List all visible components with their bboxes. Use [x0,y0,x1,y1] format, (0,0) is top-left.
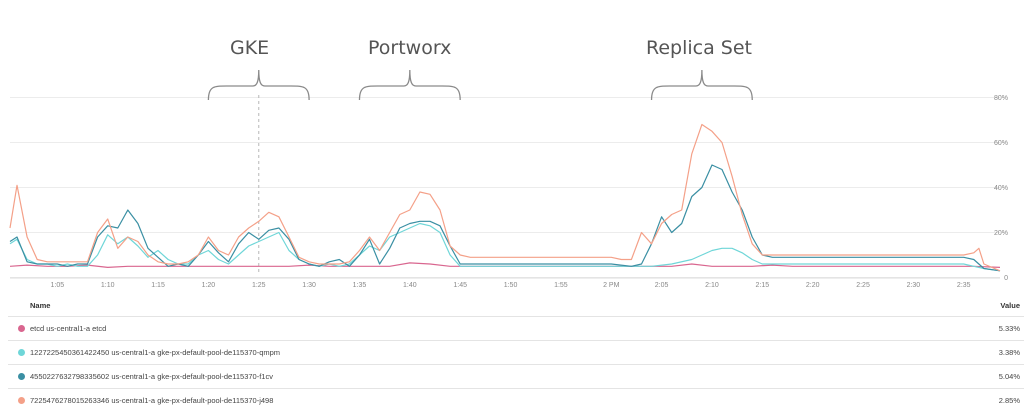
x-tick-label: 1:20 [202,282,216,289]
y-axis-ticks: 0 20% 40% 60% 80% [994,95,1008,282]
legend-series-name: 1227225450361422450 us-central1-a gke-px… [30,348,281,357]
legend-value-header: Value [1000,301,1020,310]
legend-series-value: 5.04% [998,372,1020,381]
x-tick-label: 1:50 [504,282,518,289]
x-tick-label: 2:10 [705,282,719,289]
legend-series-name: 4550227632798335602 us-central1-a gke-px… [30,372,273,381]
x-tick-label: 2:25 [856,282,870,289]
x-tick-label: 2:05 [655,282,669,289]
annotation-bracket [358,69,461,101]
x-tick-label: 2:20 [806,282,820,289]
annotation-brackets [207,69,753,101]
legend-name-header: Name [30,301,51,310]
y-tick-label: 40% [994,185,1008,192]
x-tick-label: 1:25 [252,282,266,289]
x-tick-label: 1:15 [151,282,165,289]
legend-row[interactable]: 7225476278015263346 us-central1-a gke-px… [8,388,1024,412]
legend-row[interactable]: etcd us-central1-a etcd 5.33% [8,316,1024,340]
annotation-gke: GKE [230,37,270,59]
legend-row[interactable]: 4550227632798335602 us-central1-a gke-px… [8,364,1024,388]
legend-series-value: 2.85% [998,396,1020,405]
series-color-dot [18,373,25,380]
series-color-dot [18,349,25,356]
x-tick-label: 2 PM [603,282,620,289]
legend-series-value: 3.38% [998,348,1020,357]
x-tick-label: 1:05 [51,282,65,289]
x-tick-label: 2:15 [756,282,770,289]
y-tick-label: 80% [994,95,1008,102]
legend-header: Name Value [8,296,1024,316]
y-tick-label: 20% [994,230,1008,237]
x-tick-label: 1:30 [302,282,316,289]
annotation-bracket [207,69,310,101]
annotation-bracket [650,69,753,101]
x-tick-label: 1:45 [453,282,467,289]
annotation-portworx: Portworx [368,37,452,59]
legend-series-value: 5.33% [998,324,1020,333]
series-color-dot [18,325,25,332]
series-color-dot [18,397,25,404]
x-tick-label: 1:40 [403,282,417,289]
x-tick-label: 1:10 [101,282,115,289]
annotation-replica-set: Replica Set [646,37,752,59]
legend-series-name: etcd us-central1-a etcd [30,324,107,333]
legend-row[interactable]: 1227225450361422450 us-central1-a gke-px… [8,340,1024,364]
x-tick-label: 1:55 [554,282,568,289]
legend-table: Name Value etcd us-central1-a etcd 5.33%… [8,296,1024,412]
grid-lines [10,95,1000,279]
y-tick-label: 60% [994,140,1008,147]
x-tick-label: 2:30 [907,282,921,289]
series-line [9,222,1001,272]
y-tick-label: 0 [1004,275,1008,282]
series-line [9,123,1001,272]
legend-series-name: 7225476278015263346 us-central1-a gke-px… [30,396,274,405]
x-tick-label: 1:35 [353,282,367,289]
line-chart: 020%40%60%80% 1:05 1:10 1:15 1:20 1:25 1:30 1:… [9,69,1008,289]
x-axis-ticks: 1:05 1:10 1:15 1:20 1:25 1:30 1:35 1:40 1:45 1:50… [51,282,971,289]
series-lines [9,123,1001,272]
x-tick-label: 2:35 [957,282,971,289]
